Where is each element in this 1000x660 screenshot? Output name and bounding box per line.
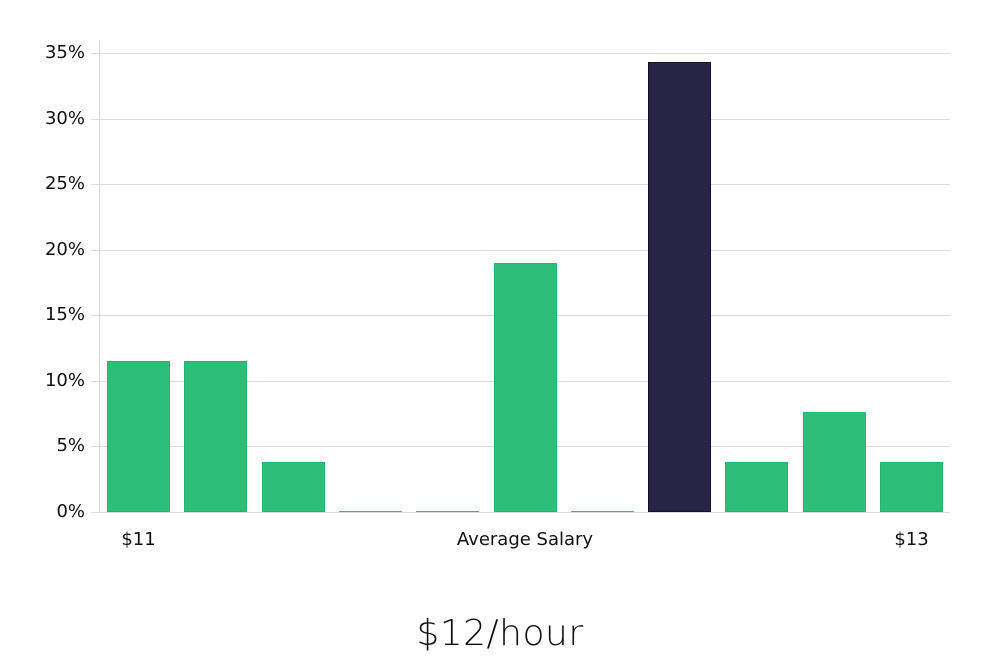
bar (338, 510, 402, 512)
plot-area (99, 40, 950, 512)
salary-histogram-chart: 0% 5% 10% 15% 20% 25% 30% 35% $11 Average Salary… (44, 40, 950, 550)
bar (416, 510, 480, 512)
y-tick-label: 35% (44, 42, 85, 63)
bar (184, 361, 248, 512)
x-axis-label: $11 (121, 529, 156, 550)
y-tick-label: 20% (44, 239, 85, 260)
y-axis-line (99, 40, 100, 513)
gridline (91, 512, 950, 513)
y-tick-label: 15% (44, 304, 85, 325)
x-axis-label: $13 (894, 529, 929, 550)
bar (493, 262, 557, 512)
bar (261, 462, 325, 512)
x-axis-label: Average Salary (456, 529, 594, 550)
gridline (91, 119, 950, 120)
y-tick-label: 5% (56, 435, 85, 456)
bar-highlighted (648, 62, 712, 512)
bar (802, 412, 866, 512)
y-tick-label: 0% (56, 501, 85, 522)
gridline (91, 250, 950, 251)
y-tick-label: 30% (44, 108, 85, 129)
y-tick-label: 25% (44, 173, 85, 194)
bar (880, 462, 943, 512)
gridline (91, 53, 950, 54)
average-salary-value: $12/hour (416, 613, 584, 654)
bar (725, 462, 789, 512)
y-tick-label: 10% (44, 370, 85, 391)
bar (107, 361, 170, 512)
bar (570, 510, 634, 512)
gridline (91, 184, 950, 185)
